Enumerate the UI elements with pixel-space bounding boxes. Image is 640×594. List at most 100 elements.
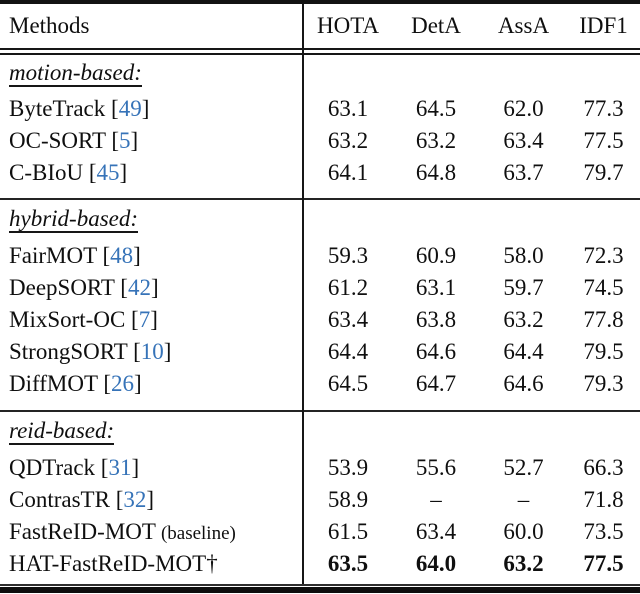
metric-header-assa: AssA — [497, 13, 550, 38]
metric-values: 63.2 63.2 63.4 77.5 — [304, 128, 640, 154]
metric-value: 60.9 — [415, 243, 457, 268]
method-name: QDTrack — [9, 455, 96, 480]
metric-values: 64.1 64.8 63.7 79.7 — [304, 160, 640, 186]
citation-link[interactable]: 31 — [108, 455, 132, 480]
metric-value: 64.5 — [415, 96, 457, 121]
metric-value: 58.9 — [327, 487, 369, 512]
method-name: StrongSORT — [9, 339, 128, 364]
method-cell: MixSort-OC [7] — [0, 307, 304, 333]
metric-value: 79.7 — [583, 160, 624, 185]
metric-value: 66.3 — [583, 455, 624, 480]
section-label-row: motion-based: — [0, 55, 640, 93]
citation-link[interactable]: 42 — [127, 275, 151, 300]
table-row: DiffMOT [26] 64.5 64.7 64.6 79.3 — [0, 368, 640, 400]
table-section: hybrid-based: FairMOT [48] 59.3 60.9 58.0 72.… — [0, 200, 640, 410]
citation-link[interactable]: 48 — [110, 243, 134, 268]
metric-header-hota: HOTA — [316, 13, 380, 38]
table-row: QDTrack [31] 53.9 55.6 52.7 66.3 — [0, 452, 640, 484]
metric-values: 61.5 63.4 60.0 73.5 — [304, 519, 640, 545]
citation-link[interactable]: 32 — [123, 487, 147, 512]
metric-value: 55.6 — [415, 455, 457, 480]
method-name: FastReID-MOT — [9, 519, 156, 544]
table-row: HAT-FastReID-MOT† 63.5 64.0 63.2 77.5 — [0, 548, 640, 580]
table-row: ContrasTR [32] 58.9 – – 71.8 — [0, 484, 640, 516]
citation-link[interactable]: 45 — [96, 160, 120, 185]
method-name: FairMOT — [9, 243, 97, 268]
method-cell: DeepSORT [42] — [0, 275, 304, 301]
metric-value: 72.3 — [583, 243, 624, 268]
metric-value: 59.7 — [503, 275, 544, 300]
table-header-row: Methods HOTA DetA AssA IDF1 — [0, 4, 640, 48]
metric-value: 61.2 — [327, 275, 369, 300]
metric-value: 64.5 — [327, 371, 369, 396]
section-label-row: reid-based: — [0, 412, 640, 452]
table-row: MixSort-OC [7] 63.4 63.8 63.2 77.8 — [0, 304, 640, 336]
metric-value: 62.0 — [503, 96, 544, 121]
method-note: (baseline) — [160, 523, 236, 544]
metric-header-deta: DetA — [411, 13, 461, 38]
citation-link[interactable]: 26 — [111, 371, 135, 396]
header-divider-rule — [0, 48, 640, 55]
metric-value: 61.5 — [327, 519, 369, 544]
metric-value: 63.5 — [327, 551, 369, 576]
section-label: motion-based: — [9, 60, 142, 87]
metric-value: 63.2 — [503, 307, 544, 332]
metric-value: 73.5 — [583, 519, 624, 544]
citation-bracket: [26] — [97, 371, 142, 396]
metric-values: 64.4 64.6 64.4 79.5 — [304, 339, 640, 365]
method-cell: QDTrack [31] — [0, 455, 304, 481]
citation-bracket: [48] — [96, 243, 141, 268]
method-name: ByteTrack — [9, 96, 106, 121]
citation-bracket: [45] — [83, 160, 128, 185]
column-divider-line — [302, 4, 304, 584]
metric-value: 64.8 — [415, 160, 457, 185]
metric-headers: HOTA DetA AssA IDF1 — [304, 13, 640, 39]
bottom-rule-thin — [0, 584, 640, 586]
method-cell: OC-SORT [5] — [0, 128, 304, 154]
metric-values: 58.9 – – 71.8 — [304, 487, 640, 513]
table-row: ByteTrack [49] 63.1 64.5 62.0 77.3 — [0, 93, 640, 125]
citation-bracket: [5] — [105, 128, 139, 153]
citation-link[interactable]: 10 — [140, 339, 164, 364]
metric-value: – — [517, 487, 530, 512]
citation-link[interactable]: 49 — [118, 96, 142, 121]
metric-value: 52.7 — [503, 455, 544, 480]
table-row: C-BIoU [45] 64.1 64.8 63.7 79.7 — [0, 157, 640, 189]
citation-link[interactable]: 5 — [119, 128, 131, 153]
citation-bracket: [10] — [127, 339, 172, 364]
metric-value: 64.4 — [327, 339, 369, 364]
metric-values: 61.2 63.1 59.7 74.5 — [304, 275, 640, 301]
metric-value: 63.2 — [327, 128, 369, 153]
metric-value: 63.4 — [415, 519, 457, 544]
method-name: ContrasTR — [9, 487, 110, 512]
metric-value: 77.8 — [583, 307, 624, 332]
method-name: DeepSORT — [9, 275, 115, 300]
method-name: OC-SORT — [9, 128, 106, 153]
method-cell: C-BIoU [45] — [0, 160, 304, 186]
metric-value: 64.7 — [415, 371, 457, 396]
metric-value: 63.1 — [327, 96, 369, 121]
metric-header-idf1: IDF1 — [579, 13, 628, 38]
method-cell: FairMOT [48] — [0, 243, 304, 269]
metric-value: 63.4 — [327, 307, 369, 332]
metric-value: 53.9 — [327, 455, 369, 480]
table-section: motion-based: ByteTrack [49] 63.1 64.5 62.0 7… — [0, 55, 640, 198]
citation-bracket: [32] — [109, 487, 155, 512]
method-name: C-BIoU — [9, 160, 84, 185]
method-name: MixSort-OC — [9, 307, 126, 332]
bottom-rule — [0, 584, 640, 593]
metric-value: 71.8 — [583, 487, 624, 512]
metric-value: 63.2 — [503, 551, 544, 576]
metric-values: 63.4 63.8 63.2 77.8 — [304, 307, 640, 333]
table-row: FastReID-MOT (baseline) 61.5 63.4 60.0 73.5 — [0, 516, 640, 548]
section-label: hybrid-based: — [9, 206, 139, 233]
metric-values: 63.5 64.0 63.2 77.5 — [304, 551, 640, 577]
metric-value: 60.0 — [503, 519, 544, 544]
table-row: DeepSORT [42] 61.2 63.1 59.7 74.5 — [0, 272, 640, 304]
table-sections: motion-based: ByteTrack [49] 63.1 64.5 62.0 7… — [0, 55, 640, 584]
metric-value: 77.5 — [583, 551, 624, 576]
metric-value: 77.3 — [583, 96, 624, 121]
metric-value: 63.7 — [503, 160, 544, 185]
citation-link[interactable]: 7 — [138, 307, 151, 332]
